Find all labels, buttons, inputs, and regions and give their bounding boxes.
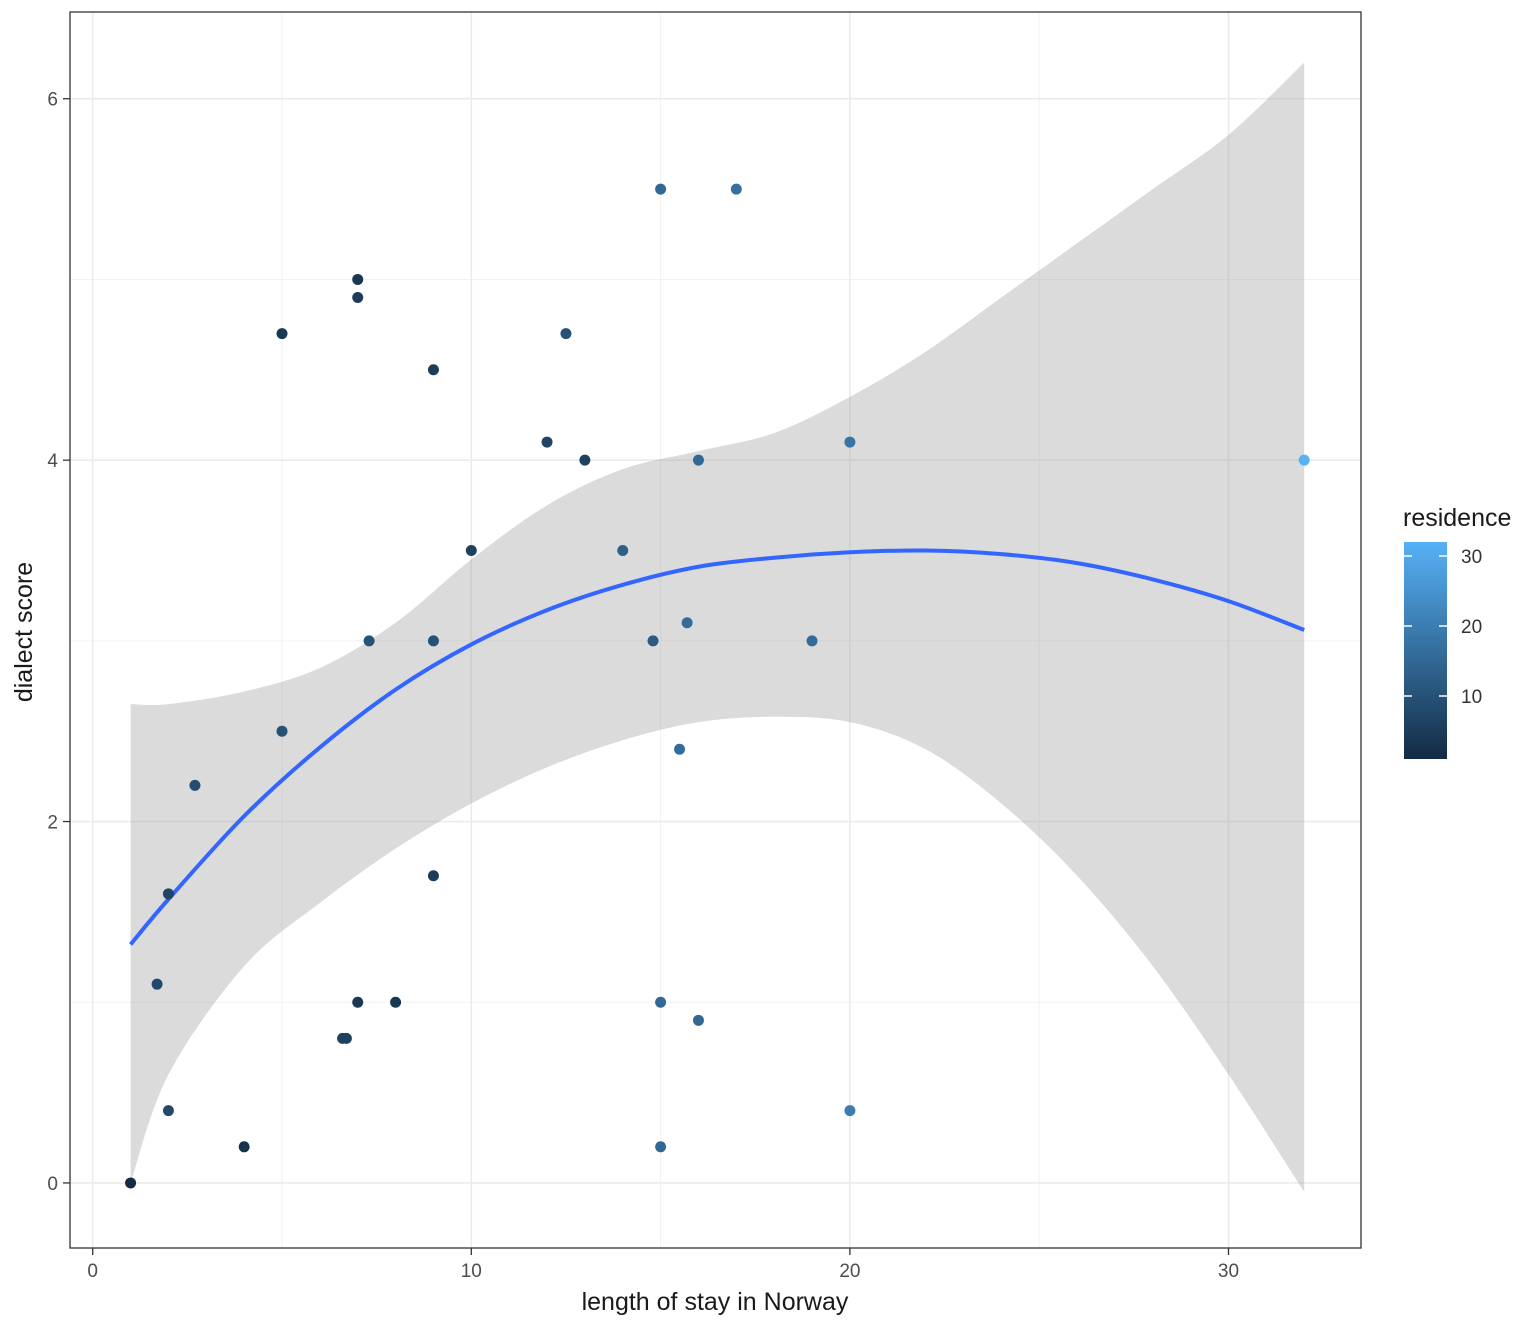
data-point <box>276 328 288 340</box>
minor-gridlines <box>70 12 1361 1248</box>
x-tick-label: 30 <box>1218 1261 1239 1282</box>
data-point <box>681 617 693 629</box>
data-point <box>427 870 439 882</box>
data-point <box>162 1105 174 1117</box>
data-point <box>427 635 439 647</box>
data-point <box>560 328 572 340</box>
data-point <box>655 183 667 195</box>
legend-ticks: 10 20 30 <box>1404 547 1482 708</box>
legend: residence 10 20 30 <box>1403 504 1511 759</box>
x-axis-ticks: 0 10 20 30 <box>87 1248 1239 1282</box>
data-point <box>238 1141 250 1153</box>
data-point <box>363 635 375 647</box>
panel-background <box>70 12 1361 1248</box>
legend-colorbar <box>1404 542 1447 759</box>
major-gridlines <box>70 12 1361 1248</box>
data-point <box>844 436 856 448</box>
x-tick-label: 10 <box>461 1261 482 1282</box>
y-axis-title: dialect score <box>10 562 38 702</box>
data-point <box>189 779 201 791</box>
panel-border <box>69 11 1362 1249</box>
data-point <box>162 888 174 900</box>
data-point <box>692 454 704 466</box>
y-tick-label: 0 <box>47 1174 58 1195</box>
y-tick-label: 2 <box>47 813 58 834</box>
data-point <box>340 1032 352 1044</box>
confidence-band <box>130 62 1305 1192</box>
data-point <box>151 978 163 990</box>
data-point <box>541 436 553 448</box>
legend-title: residence <box>1403 504 1511 532</box>
data-point <box>352 273 364 285</box>
legend-tick-label: 30 <box>1461 547 1482 568</box>
data-point <box>352 292 364 304</box>
fit-line <box>129 548 1305 946</box>
legend-tick-label: 20 <box>1461 617 1482 638</box>
data-point <box>730 183 742 195</box>
y-tick-label: 4 <box>47 451 58 472</box>
data-point <box>390 996 402 1008</box>
x-tick-label: 0 <box>87 1261 98 1282</box>
data-point <box>655 1141 667 1153</box>
data-point <box>647 635 659 647</box>
data-points <box>125 183 1310 1189</box>
data-point <box>579 454 591 466</box>
data-point <box>674 743 686 755</box>
y-tick-label: 6 <box>47 90 58 111</box>
data-point <box>465 544 477 556</box>
x-tick-label: 20 <box>839 1261 860 1282</box>
data-point <box>617 544 629 556</box>
data-point <box>352 996 364 1008</box>
data-point <box>806 635 818 647</box>
legend-tick-label: 10 <box>1461 687 1482 708</box>
data-point <box>844 1105 856 1117</box>
data-point <box>427 364 439 376</box>
data-point <box>655 996 667 1008</box>
data-point <box>125 1177 137 1189</box>
y-axis-ticks: 0 2 4 6 <box>47 90 70 1195</box>
data-point <box>1298 454 1310 466</box>
x-axis-title: length of stay in Norway <box>582 1288 849 1316</box>
data-point <box>276 725 288 737</box>
data-point <box>692 1014 704 1026</box>
